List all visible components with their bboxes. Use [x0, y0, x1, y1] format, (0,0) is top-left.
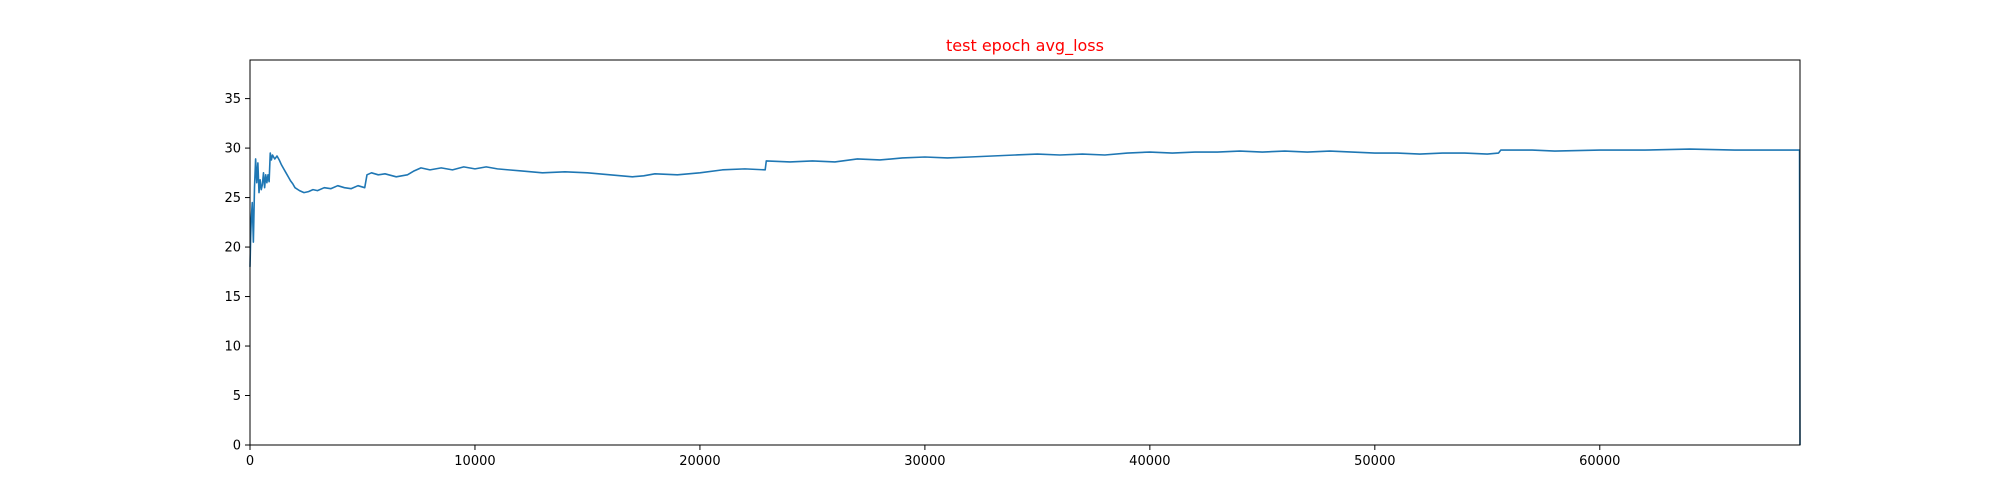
- x-tick-label: 20000: [679, 454, 720, 469]
- y-tick-label: 15: [224, 290, 241, 305]
- y-tick-label: 10: [224, 340, 241, 355]
- plot-area-frame: [249, 59, 1801, 446]
- y-tick-label: 20: [224, 241, 241, 256]
- x-tick-label: 50000: [1354, 454, 1395, 469]
- y-tick-label: 0: [233, 439, 241, 454]
- x-tick-label: 30000: [904, 454, 945, 469]
- series-line: [249, 148, 1801, 446]
- x-tick-label: 0: [246, 454, 254, 469]
- y-tick-label: 30: [224, 142, 241, 157]
- x-tick-label: 10000: [454, 454, 495, 469]
- x-tick-label: 60000: [1579, 454, 1620, 469]
- y-tick-label: 25: [224, 191, 241, 206]
- y-tick-label: 5: [233, 389, 241, 404]
- chart-title: test epoch avg_loss: [946, 36, 1104, 56]
- y-tick-label: 35: [224, 92, 241, 107]
- x-tick-label: 40000: [1129, 454, 1170, 469]
- axes-ticks: 0 10000 20000 30000 40000 50000 60000 0 5 10 15 20 2…: [224, 92, 1620, 469]
